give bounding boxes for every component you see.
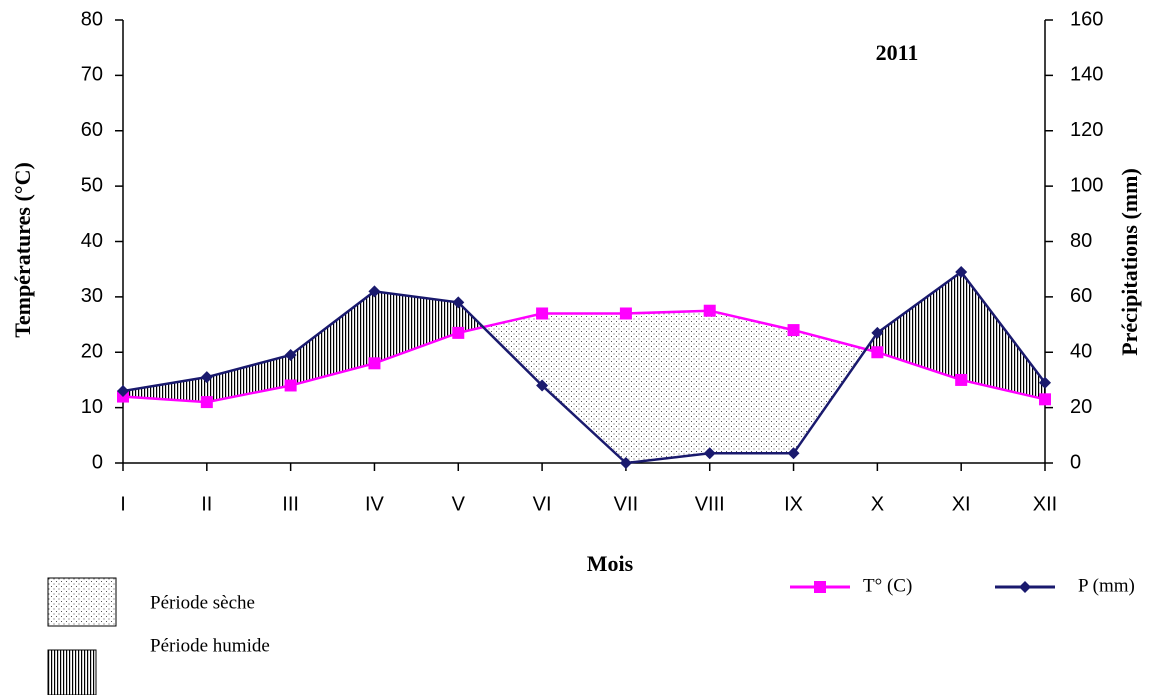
line: [122, 309, 1046, 404]
x-tick-label: II: [201, 493, 212, 515]
wet-area: [290, 291, 375, 386]
marker: [703, 304, 716, 317]
x-tick-label: III: [282, 493, 299, 515]
marker: [284, 379, 297, 392]
marker: [536, 379, 549, 392]
marker: [871, 346, 884, 359]
dry-area: [625, 310, 710, 463]
y-tick-label: 0: [92, 451, 103, 473]
annotation: 2011: [876, 40, 919, 65]
marker: [955, 373, 968, 386]
x-tick-label: XI: [952, 493, 971, 515]
marker: [452, 296, 465, 309]
y-tick-label: 40: [81, 230, 103, 252]
legend-label: P (mm): [1078, 575, 1135, 596]
marker: [200, 371, 213, 384]
marker: [619, 307, 632, 320]
y2-tick-label: 140: [1070, 64, 1103, 86]
marker: [814, 581, 826, 593]
y-tick-label: 60: [81, 119, 103, 141]
wet-area: [374, 291, 459, 364]
y-axis-label: Températures (°C): [10, 162, 35, 338]
x-axis-label: Mois: [587, 551, 634, 576]
marker: [787, 324, 800, 337]
dry-area: [709, 310, 794, 454]
y2-tick-label: 40: [1070, 341, 1092, 363]
x-tick-label: IV: [365, 493, 385, 515]
y2-tick-label: 80: [1070, 230, 1092, 252]
legend-label: T° (C): [863, 575, 912, 596]
dry-swatch: [47, 577, 117, 627]
x-tick-label: V: [452, 493, 466, 515]
marker: [452, 326, 465, 339]
y-tick-label: 30: [81, 285, 103, 307]
x-tick-label: X: [871, 493, 884, 515]
marker: [703, 447, 716, 460]
x-tick-label: IX: [784, 493, 803, 515]
y2-tick-label: 100: [1070, 174, 1103, 196]
marker: [1039, 376, 1051, 389]
wet-swatch: [47, 649, 97, 695]
y-tick-label: 10: [81, 396, 103, 418]
x-tick-label: XII: [1033, 493, 1057, 515]
x-tick-label: VI: [533, 493, 552, 515]
marker: [200, 396, 213, 409]
wet-area: [206, 355, 291, 403]
marker: [368, 357, 381, 370]
marker: [284, 349, 297, 362]
dry-area: [483, 313, 543, 386]
x-tick-label: VII: [614, 493, 638, 515]
marker: [871, 326, 884, 339]
x-tick-label: I: [120, 493, 126, 515]
y2-tick-label: 160: [1070, 8, 1103, 30]
y2-tick-label: 20: [1070, 396, 1092, 418]
marker: [787, 447, 800, 460]
x-tick-label: VIII: [695, 493, 725, 515]
legend-label: Période sèche: [150, 592, 255, 613]
y-tick-label: 20: [81, 341, 103, 363]
y2-tick-label: 0: [1070, 451, 1081, 473]
dry-area: [793, 330, 866, 454]
line: [122, 270, 1046, 465]
marker: [1019, 581, 1031, 593]
dry-area: [542, 313, 626, 463]
y2-tick-label: 60: [1070, 285, 1092, 307]
y-tick-label: 50: [81, 174, 103, 196]
marker: [619, 457, 632, 469]
wet-area: [123, 377, 207, 403]
legend-label: Période humide: [150, 635, 270, 656]
marker: [368, 285, 381, 298]
marker: [117, 385, 129, 398]
y2-axis-label: Précipitations (mm): [1117, 168, 1142, 356]
wet-area: [877, 271, 962, 380]
y2-tick-label: 120: [1070, 119, 1103, 141]
y-tick-label: 80: [81, 8, 103, 30]
wet-area: [961, 271, 1045, 400]
y-tick-label: 70: [81, 64, 103, 86]
marker: [955, 265, 968, 278]
marker: [1039, 393, 1051, 406]
marker: [536, 307, 549, 320]
